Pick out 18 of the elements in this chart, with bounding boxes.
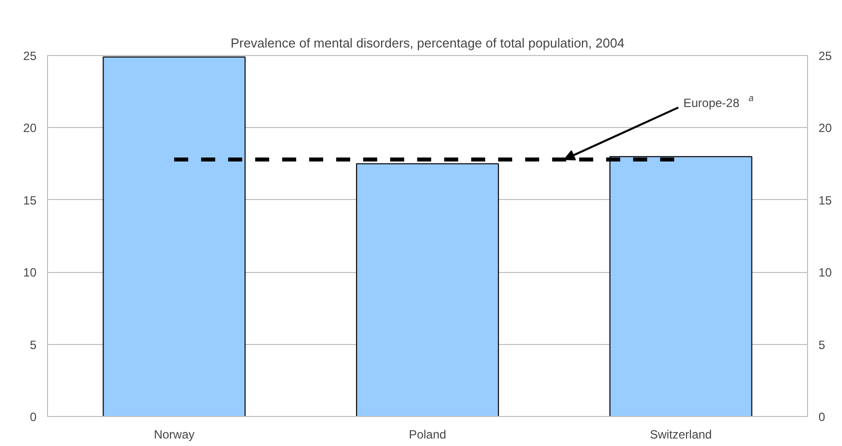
chart-title: Prevalence of mental disorders, percentage of total population, 2004	[230, 36, 624, 50]
y-tick-label: 15	[23, 193, 37, 208]
y-tick-label: 5	[30, 338, 37, 352]
y2-tick-label: 0	[818, 410, 826, 424]
y2-tick-label: 25	[818, 49, 832, 63]
x-tick-label: Switzerland	[650, 428, 712, 442]
y-tick-label: 0	[30, 410, 37, 424]
y-tick-label: 25	[23, 49, 37, 63]
y2-tick-label: 15	[818, 193, 832, 208]
y2-tick-label: 20	[818, 121, 832, 136]
y-tick-label: 20	[23, 121, 37, 136]
y2-tick-label: 5	[818, 338, 826, 352]
y-tick-label: 10	[23, 266, 37, 280]
ref-line-label: Europe-28 a	[683, 93, 754, 110]
x-tick-label: Norway	[154, 428, 195, 442]
x-tick-label: Poland	[408, 428, 446, 442]
y2-tick-label: 10	[818, 266, 832, 280]
bar	[356, 163, 499, 416]
